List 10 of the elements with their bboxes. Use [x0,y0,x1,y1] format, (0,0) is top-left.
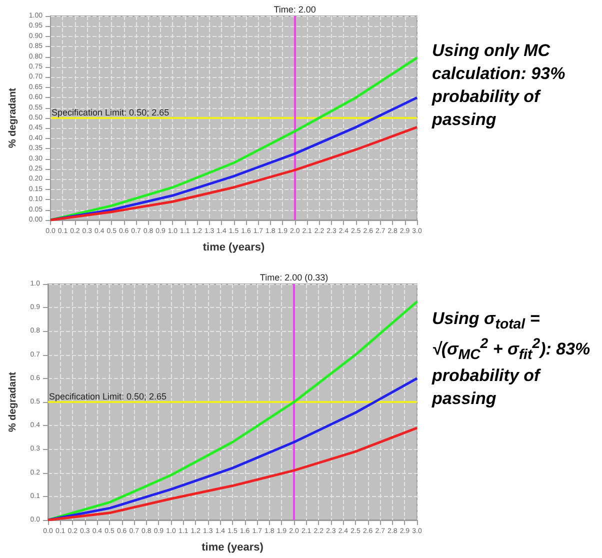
text: Using σ$_{total}$ = √(σ$_{MC}$$^{2}$ + σ$_{fit}$$^{2}$): 83% probability of passing [432,309,590,408]
ref-line-label: Specification Limit: 0.50; 2.65 [49,392,167,402]
x-axis-title: time (years) [202,242,265,254]
ref-line-label: Time: 2.00 (0.33) [260,272,328,282]
ref-line-label: Time: 2.00 [274,4,316,14]
y-axis-title: % degradant [8,371,18,432]
text: Using only MC calculation: 93% probability of passing [432,40,566,131]
y-axis-title: % degradant [8,87,18,148]
x-axis-title: time (years) [202,542,264,554]
ref-line-label: Specification Limit: 0.50; 2.65 [52,108,170,118]
